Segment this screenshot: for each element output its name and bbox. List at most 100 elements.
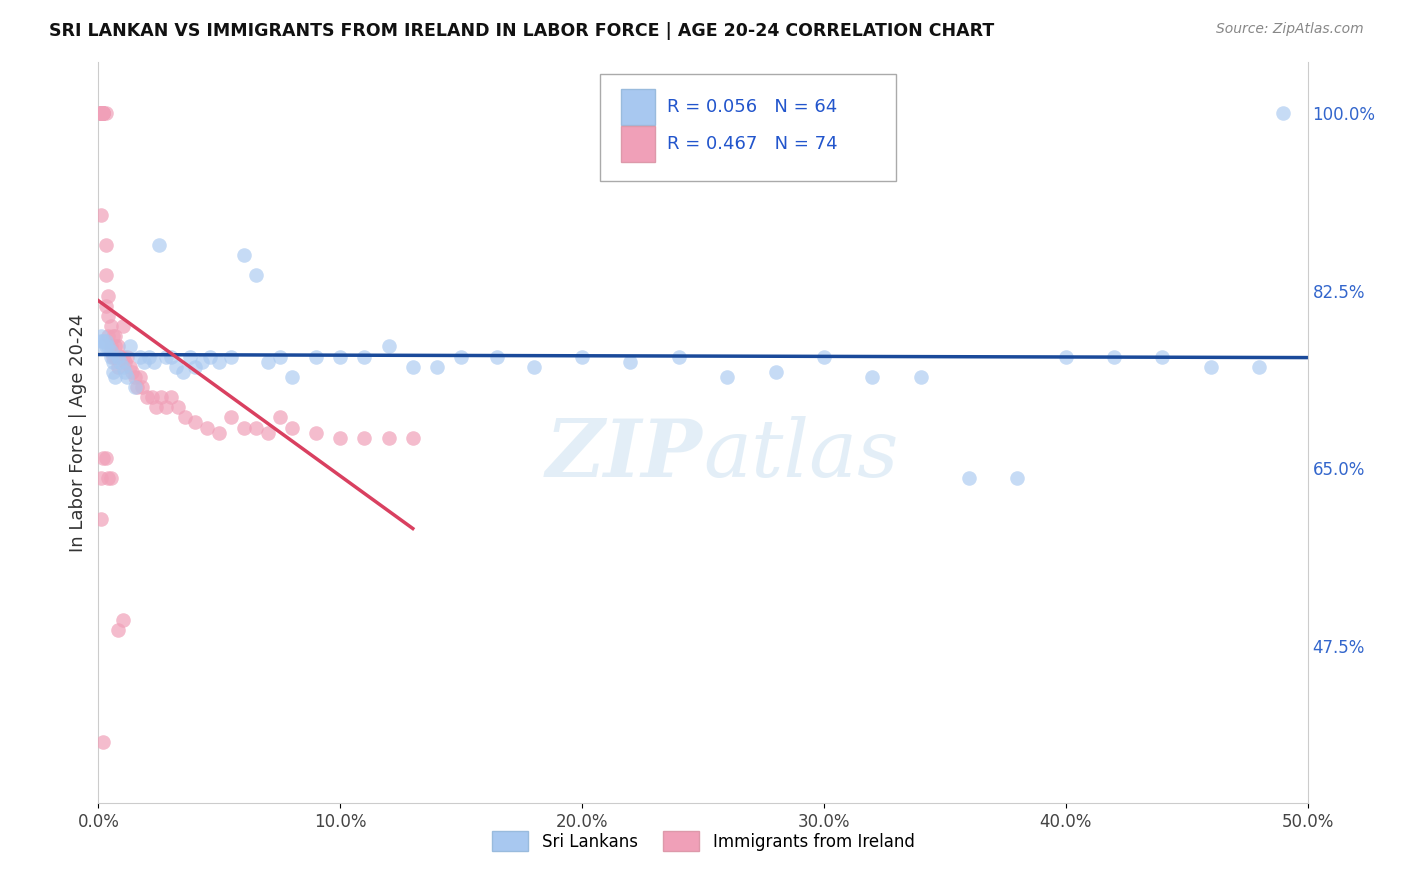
Point [91, 106, 114, 120]
Point [305, 425, 328, 440]
Point [91, 339, 114, 353]
Point [97, 309, 120, 323]
Point [104, 339, 127, 353]
Point [91, 106, 114, 120]
Point [668, 350, 690, 364]
Point [221, 350, 243, 364]
Point [91, 106, 114, 120]
Point [90, 471, 112, 485]
Point [94, 339, 117, 353]
Point [108, 350, 131, 364]
Point [111, 319, 134, 334]
Point [118, 339, 141, 353]
Point [1152, 350, 1174, 364]
Point [118, 359, 141, 374]
Point [148, 238, 170, 252]
Point [104, 350, 127, 364]
Point [100, 319, 122, 334]
Point [232, 420, 254, 434]
Point [91, 106, 114, 120]
Point [94, 299, 117, 313]
Point [377, 431, 399, 445]
Point [117, 369, 139, 384]
Point [90, 329, 112, 343]
Point [145, 401, 167, 415]
Point [619, 354, 641, 368]
Point [256, 354, 278, 368]
Point [100, 344, 122, 359]
Point [101, 350, 124, 364]
Point [1199, 359, 1222, 374]
Point [107, 359, 129, 374]
Point [135, 390, 157, 404]
Point [94, 106, 117, 120]
Point [100, 471, 122, 485]
Point [245, 268, 267, 283]
Point [91, 334, 114, 349]
Point [155, 350, 177, 364]
Point [208, 425, 231, 440]
Point [232, 248, 254, 262]
Point [104, 369, 127, 384]
Point [90, 106, 112, 120]
Point [571, 350, 593, 364]
Point [1102, 350, 1125, 364]
Point [128, 369, 150, 384]
Point [269, 410, 291, 425]
Point [94, 450, 117, 465]
Text: R = 0.467   N = 74: R = 0.467 N = 74 [666, 135, 838, 153]
Point [305, 350, 328, 364]
Point [1272, 106, 1295, 120]
Point [94, 334, 117, 349]
Point [860, 369, 883, 384]
Point [402, 359, 425, 374]
Point [101, 365, 124, 379]
Point [101, 354, 124, 368]
Point [184, 416, 207, 430]
Point [94, 268, 117, 283]
Point [208, 354, 231, 368]
Point [90, 106, 112, 120]
Point [172, 365, 194, 379]
Point [91, 735, 114, 749]
Point [221, 410, 243, 425]
Point [128, 350, 150, 364]
Point [138, 350, 160, 364]
Point [765, 365, 787, 379]
Text: R = 0.056   N = 64: R = 0.056 N = 64 [666, 98, 837, 116]
Point [100, 339, 122, 353]
Point [141, 390, 163, 404]
Point [245, 420, 267, 434]
Point [179, 350, 201, 364]
Point [486, 350, 509, 364]
Point [131, 380, 153, 394]
Point [716, 369, 738, 384]
Point [155, 401, 177, 415]
Point [104, 329, 127, 343]
Point [90, 106, 112, 120]
Point [184, 359, 207, 374]
Point [90, 106, 112, 120]
Point [107, 339, 129, 353]
Point [134, 354, 156, 368]
Text: SRI LANKAN VS IMMIGRANTS FROM IRELAND IN LABOR FORCE | AGE 20-24 CORRELATION CHA: SRI LANKAN VS IMMIGRANTS FROM IRELAND IN… [49, 22, 994, 40]
FancyBboxPatch shape [600, 73, 897, 181]
Point [107, 624, 129, 638]
Point [90, 512, 112, 526]
FancyBboxPatch shape [621, 89, 655, 125]
Point [114, 365, 136, 379]
Point [90, 334, 112, 349]
Point [191, 354, 214, 368]
Point [160, 390, 183, 404]
Point [813, 350, 835, 364]
Point [90, 106, 112, 120]
Point [174, 410, 197, 425]
Point [108, 354, 131, 368]
Point [165, 359, 187, 374]
Point [91, 450, 114, 465]
Point [160, 350, 183, 364]
Point [450, 350, 472, 364]
Point [329, 350, 352, 364]
Point [111, 613, 134, 627]
Point [90, 106, 112, 120]
